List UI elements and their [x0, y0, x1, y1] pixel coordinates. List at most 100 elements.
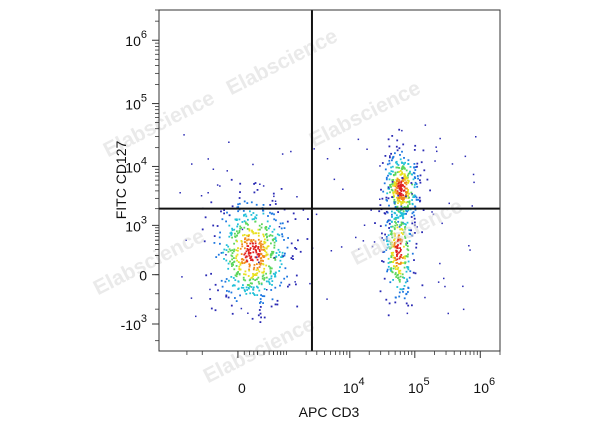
data-point	[391, 213, 393, 216]
data-point	[405, 240, 408, 243]
data-point	[395, 145, 398, 148]
data-point	[281, 233, 283, 236]
data-point	[235, 218, 238, 221]
data-point	[256, 278, 258, 281]
data-point	[412, 271, 415, 274]
data-point	[398, 197, 400, 199]
data-point	[399, 275, 402, 278]
data-point	[379, 290, 382, 293]
y-tick-label: 103	[125, 214, 147, 234]
data-point	[393, 259, 396, 262]
data-point	[407, 286, 410, 289]
data-point	[225, 259, 228, 262]
data-point	[404, 255, 406, 258]
data-point	[402, 221, 404, 224]
data-point	[270, 305, 273, 308]
data-point	[270, 289, 273, 291]
x-axis: 0 104 105 106	[159, 350, 501, 396]
data-point	[262, 246, 265, 248]
data-point	[408, 192, 410, 195]
data-point	[391, 244, 394, 246]
data-point	[236, 271, 239, 274]
data-point	[244, 221, 247, 224]
data-point	[395, 276, 398, 278]
data-point	[209, 288, 211, 291]
data-point	[394, 205, 397, 208]
data-point	[260, 240, 263, 243]
data-point	[393, 239, 395, 242]
data-point	[278, 251, 281, 253]
data-point	[254, 220, 257, 223]
data-point	[183, 134, 185, 136]
data-point	[379, 204, 382, 206]
data-point	[388, 188, 390, 190]
data-point	[257, 246, 260, 248]
data-point	[272, 272, 275, 275]
data-point	[252, 163, 254, 166]
data-point	[225, 220, 227, 223]
data-point	[399, 250, 402, 253]
data-point	[236, 273, 238, 275]
data-point	[294, 247, 296, 249]
data-point	[274, 259, 277, 261]
data-point	[389, 261, 391, 264]
data-point	[236, 253, 239, 256]
data-point	[244, 237, 247, 240]
data-point	[391, 270, 393, 273]
data-point	[279, 222, 282, 225]
data-point	[272, 238, 275, 240]
data-point	[262, 233, 265, 236]
data-point	[402, 290, 404, 293]
data-point	[413, 172, 416, 175]
data-point	[244, 290, 246, 293]
data-point	[395, 178, 398, 181]
data-point	[396, 187, 399, 190]
data-point	[251, 276, 254, 279]
data-point	[403, 277, 406, 279]
data-point	[181, 276, 183, 278]
data-point	[389, 155, 391, 157]
data-point	[201, 228, 204, 231]
data-point	[259, 263, 262, 266]
data-point	[400, 262, 402, 265]
data-point	[250, 277, 253, 279]
data-point	[403, 185, 406, 188]
data-point	[404, 212, 406, 215]
data-point	[270, 252, 273, 255]
data-point	[262, 274, 265, 277]
data-point	[190, 297, 193, 299]
data-point	[394, 272, 397, 274]
data-point	[394, 235, 396, 237]
data-point	[396, 178, 399, 181]
data-point	[358, 248, 360, 250]
data-point	[243, 241, 246, 243]
data-point	[415, 199, 418, 201]
data-point	[241, 221, 244, 223]
data-point	[238, 268, 241, 270]
data-point	[399, 183, 402, 186]
data-point	[252, 248, 255, 250]
data-point	[265, 280, 268, 283]
data-point	[284, 252, 286, 255]
data-point	[243, 200, 246, 203]
data-point	[382, 260, 385, 263]
data-point	[394, 216, 397, 219]
data-point	[234, 235, 236, 238]
data-point	[236, 259, 238, 262]
data-point	[407, 190, 409, 193]
data-point	[263, 255, 266, 258]
data-point	[407, 189, 409, 191]
data-point	[210, 307, 213, 310]
data-point	[399, 211, 402, 213]
data-point	[393, 245, 395, 248]
data-point	[380, 188, 382, 191]
data-point	[236, 230, 238, 233]
data-point	[257, 268, 259, 271]
data-point	[255, 245, 257, 247]
data-point	[391, 253, 393, 256]
data-point	[269, 266, 272, 269]
data-point	[407, 304, 410, 307]
data-point	[212, 168, 215, 170]
data-point	[243, 226, 246, 229]
